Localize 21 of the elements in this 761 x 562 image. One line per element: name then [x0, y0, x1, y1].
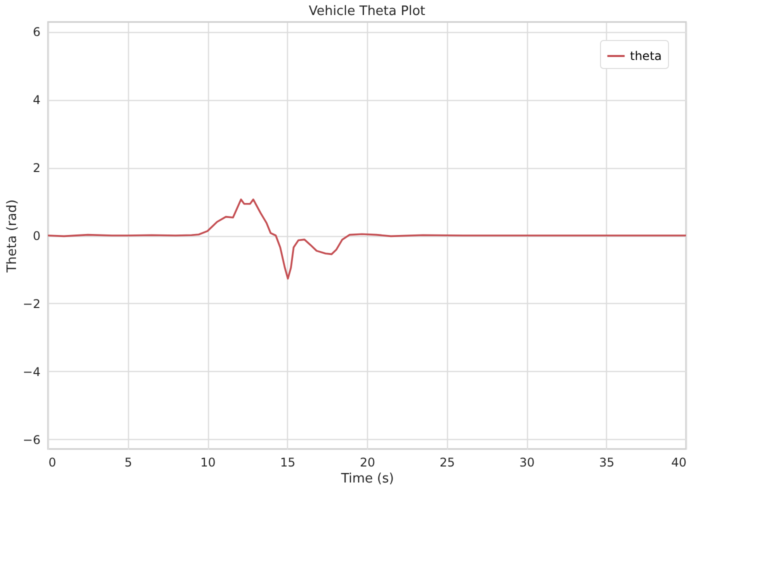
x-tick-label: 0: [48, 456, 56, 470]
y-tick-label: 0: [32, 229, 40, 243]
chart-title: Vehicle Theta Plot: [308, 4, 426, 19]
x-tick-label: 35: [599, 456, 614, 470]
x-tick-label: 25: [440, 456, 455, 470]
y-tick-label: 6: [32, 25, 40, 40]
x-tick-label: 5: [124, 456, 132, 470]
x-tick-label: 20: [360, 456, 376, 470]
x-tick-label: 30: [519, 456, 535, 470]
legend-label: theta: [630, 49, 662, 63]
x-tick-label: 10: [200, 456, 216, 470]
y-tick-label: 4: [32, 93, 40, 108]
x-tick-label: 15: [280, 456, 296, 470]
y-tick-label: −4: [22, 364, 40, 379]
x-axis-title: Time (s): [340, 472, 394, 486]
x-tick-label: 40: [671, 456, 686, 470]
y-tick-label: 2: [32, 161, 40, 176]
line-series: [48, 198, 686, 280]
y-tick-label: −2: [22, 296, 40, 311]
y-tick-label: −6: [22, 432, 40, 447]
y-axis-title: Theta (rad): [4, 199, 20, 274]
